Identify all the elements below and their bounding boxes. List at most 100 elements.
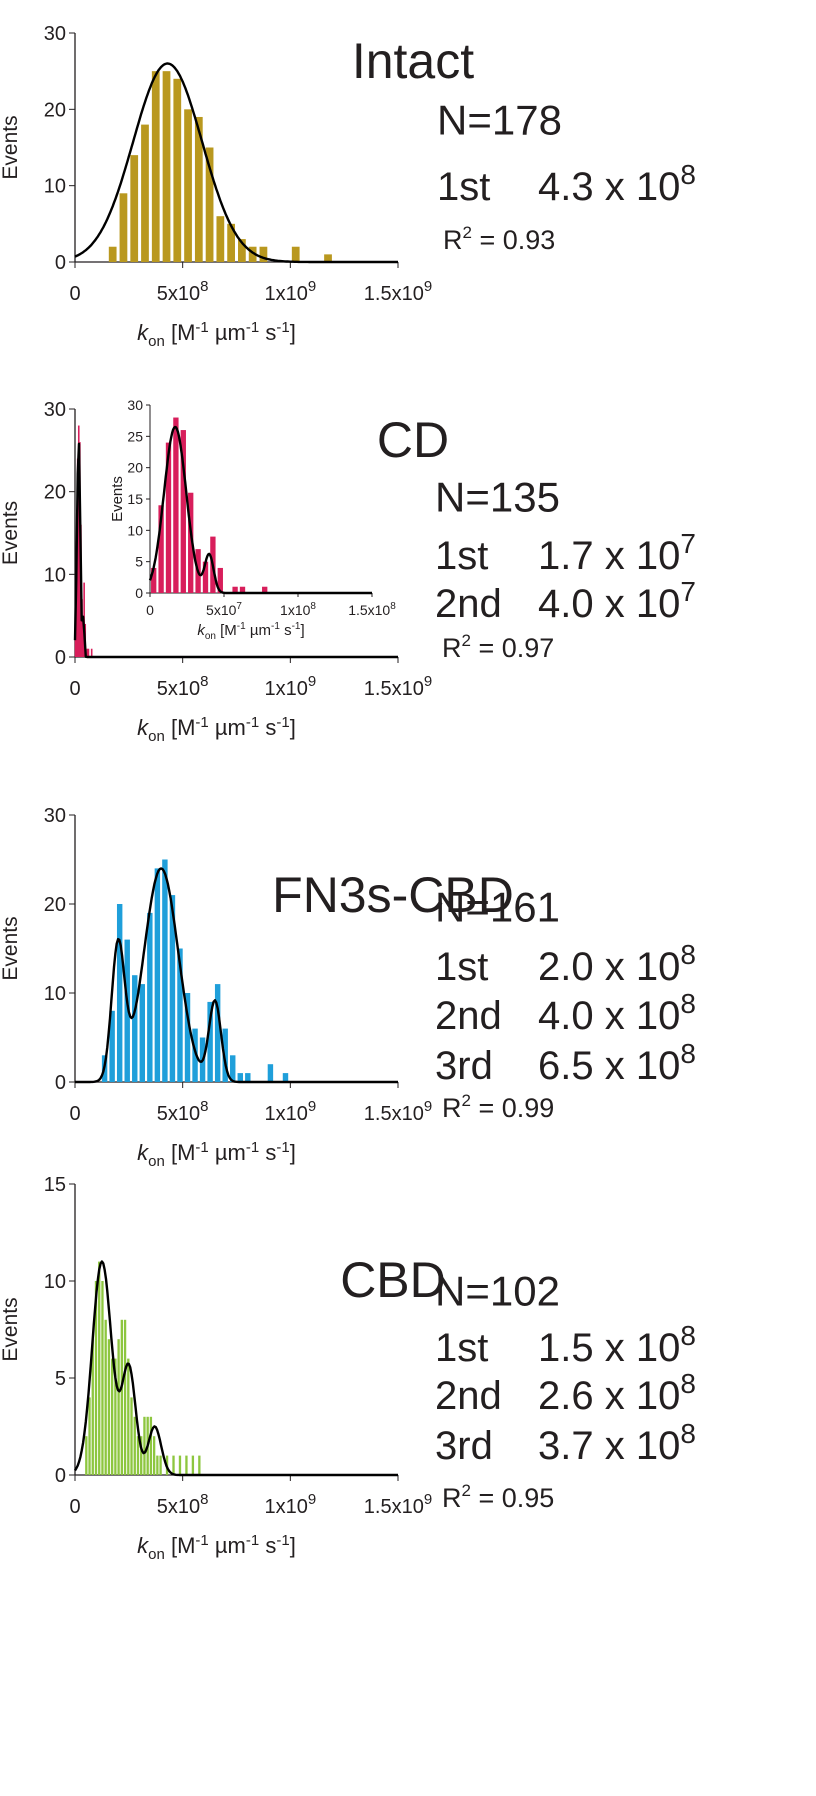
panel-4-bar: [159, 1455, 162, 1475]
panel-1-fit-curve: [74, 62, 398, 264]
panel-4-r2-exp: 2: [462, 1481, 471, 1500]
panel-2-inset-xlabel-unit: µm: [246, 622, 271, 639]
panel-3-x-tick-exp: 9: [424, 1098, 432, 1115]
panel-4-bar: [120, 1319, 123, 1475]
panel-1-x-tick-base: 0: [69, 283, 80, 305]
panel-3-bar: [162, 859, 168, 1082]
panel-1-bar: [291, 246, 300, 262]
panel-3-x-tick-exp: 9: [308, 1098, 316, 1115]
panel-2-inset-x-tick-label: 0: [146, 602, 154, 618]
panel-1-peak-value: 4.3 x 108: [538, 159, 696, 209]
panel-4-bar: [198, 1455, 201, 1475]
panel-4-peak-label: 3rd: [435, 1424, 493, 1468]
panel-2-xlabel-sub: on: [148, 728, 165, 745]
panel-2-xlabel-unit: ]: [290, 715, 296, 740]
panel-4-xlabel-unit: ]: [290, 1533, 296, 1558]
panel-3-bar: [282, 1073, 289, 1082]
panel-1-x-tick-exp: 9: [308, 278, 316, 295]
panel-4-y-tick-label: 0: [55, 1465, 66, 1487]
panel-4-xlabel-k: k: [137, 1533, 149, 1558]
panel-1-bar: [216, 216, 225, 262]
panel-2-inset-xlabel-unit: s: [280, 622, 292, 639]
panel-1-bar: [248, 246, 257, 262]
panel-3-bar: [222, 1028, 228, 1082]
panel-1-bar: [162, 71, 171, 263]
panel-3-bar: [267, 1064, 274, 1082]
panel-3-peak-exponent: 8: [680, 988, 696, 1019]
panel-4-bar: [130, 1397, 133, 1475]
panel-3-x-tick-label: 1x109: [264, 1098, 316, 1125]
panel-3-bar: [124, 939, 130, 1082]
panel-3-bar: [245, 1073, 251, 1082]
panel-1-bar: [173, 78, 182, 262]
panel-1-bar: [259, 246, 268, 262]
panel-4-r2: R2 = 0.95: [442, 1481, 554, 1513]
panel-4-bar: [152, 1436, 156, 1475]
panel-3-xlabel-unit: s: [259, 1140, 276, 1165]
panel-2-bar: [90, 648, 93, 657]
panel-4-bar: [91, 1339, 94, 1475]
panel-1-bar: [227, 223, 235, 262]
panel-1-xlabel-k: k: [137, 320, 149, 345]
panel-2-peak-mantissa: 1.7 x 10: [538, 534, 680, 578]
panel-3-r2-exp: 2: [462, 1091, 471, 1110]
panel-4-bar: [133, 1416, 136, 1475]
panel-3-xlabel-sub: on: [148, 1153, 165, 1170]
panel-4-r2-symbol: R: [442, 1483, 462, 1513]
panel-2-inset-x-axis-label: kon [M-1 µm-1 s-1]: [197, 621, 304, 642]
panel-2-y-tick-label: 10: [44, 564, 66, 586]
panel-1-x-tick-label: 1x109: [264, 278, 316, 305]
panel-3-fit-curve: [75, 867, 398, 1084]
panel-4-x-tick-base: 1.5x10: [364, 1496, 424, 1518]
panel-4-x-tick-base: 5x10: [157, 1496, 200, 1518]
panel-2-inset-y-tick-label: 30: [127, 397, 143, 413]
panel-2-inset-x-tick-label: 1.5x108: [348, 601, 396, 618]
panel-2-y-tick-label: 20: [44, 482, 66, 504]
panel-4-bar: [191, 1455, 195, 1475]
panel-1-bar: [205, 147, 214, 262]
panel-4-peak-exponent: 8: [680, 1418, 696, 1449]
panel-3-xlabel-exp: -1: [276, 1139, 289, 1156]
panel-1-xlabel-exp: -1: [246, 319, 259, 336]
panel-4-y-axis-label: Events: [0, 1297, 22, 1361]
panel-1-x-tick-exp: 8: [200, 278, 208, 295]
panel-4-bar: [104, 1319, 107, 1475]
panel-3-r2-symbol: R: [442, 1093, 462, 1123]
panel-3-x-tick-base: 0: [69, 1103, 80, 1125]
panel-3-n-label: N=161: [435, 883, 560, 930]
panel-1-n-label: N=178: [437, 96, 562, 143]
panel-2-peak-label: 1st: [435, 534, 488, 578]
panel-4-xlabel-exp: -1: [276, 1532, 289, 1549]
panel-2-x-tick-base: 1.5x10: [364, 678, 424, 700]
panel-4-bar: [98, 1261, 101, 1475]
panel-2-inset-xlabel-unit: ]: [301, 622, 305, 639]
panel-2-x-tick-label: 1.5x109: [364, 673, 432, 700]
panel-3-y-tick-label: 20: [44, 894, 66, 916]
panel-1-xlabel-exp: -1: [276, 319, 289, 336]
panel-1-xlabel-unit: s: [259, 320, 276, 345]
panel-2-xlabel-exp: -1: [195, 714, 208, 731]
panel-2-inset-bar: [232, 586, 238, 593]
panel-4-peak-value: 3.7 x 108: [538, 1418, 696, 1468]
panel-1-bar: [119, 193, 128, 262]
panel-4-x-tick-base: 1x10: [264, 1496, 307, 1518]
panel-2-inset-x-tick-exp: 7: [236, 601, 242, 612]
panel-1-x-tick-exp: 9: [424, 278, 432, 295]
panel-3-bar: [230, 1055, 236, 1082]
panel-2-bar: [82, 615, 84, 657]
panel-1-bar: [151, 71, 160, 263]
panel-2-r2-value: = 0.97: [471, 633, 554, 663]
panel-2-peak-value: 4.0 x 107: [538, 576, 696, 626]
panel-4-bar: [140, 1436, 143, 1475]
panel-2-xlabel-k: k: [137, 715, 149, 740]
panel-2-xlabel-unit: µm: [209, 715, 246, 740]
panel-4-bar: [114, 1358, 117, 1475]
panel-2-x-tick-base: 1x10: [264, 678, 307, 700]
panel-2-x-tick-label: 5x108: [157, 673, 209, 700]
panel-3-x-tick-base: 1.5x10: [364, 1103, 424, 1125]
panel-4-x-tick-exp: 8: [200, 1491, 208, 1508]
panel-2-title: CD: [377, 412, 449, 468]
panel-2-x-tick-label: 0: [69, 678, 80, 700]
